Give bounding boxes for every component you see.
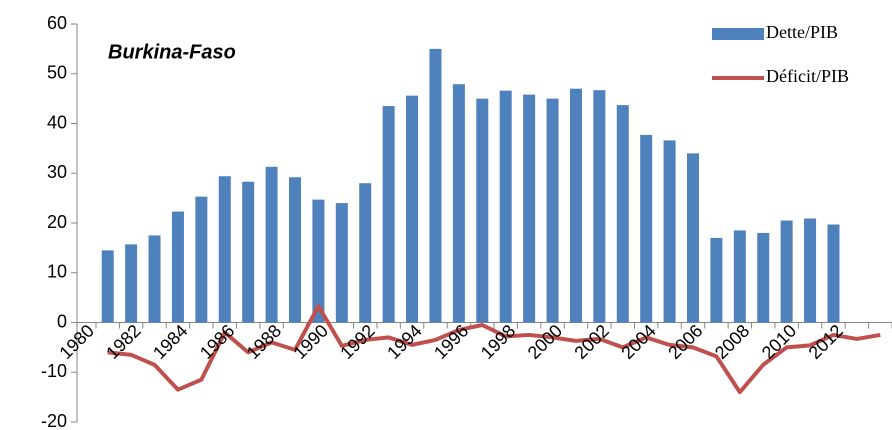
x-tick-label: 2000 — [524, 321, 566, 363]
x-tick-label: 1992 — [336, 321, 378, 363]
y-tick-label: -10 — [41, 361, 67, 381]
legend-label: Déficit/PIB — [766, 66, 849, 86]
x-tick-label: 1990 — [290, 321, 332, 363]
legend-swatch — [712, 28, 764, 40]
annotation: Burkina-Faso — [108, 41, 236, 63]
bar — [663, 140, 676, 323]
bar — [710, 237, 723, 323]
x-tick-label: 2010 — [758, 321, 800, 363]
y-tick-label: 30 — [47, 162, 67, 182]
bar — [593, 90, 606, 323]
bar — [406, 95, 419, 323]
x-tick-label: 2006 — [664, 321, 706, 363]
bar — [569, 88, 582, 323]
y-tick-label: 10 — [47, 262, 67, 282]
y-tick-label: -20 — [41, 411, 67, 430]
y-tick-label: 50 — [47, 63, 67, 83]
bar — [757, 232, 770, 323]
bar — [546, 98, 559, 323]
bar — [476, 98, 489, 323]
bar — [687, 153, 699, 323]
bar — [616, 105, 629, 323]
bar — [101, 250, 114, 323]
bar — [429, 48, 442, 323]
bar — [640, 134, 653, 323]
bar — [171, 211, 184, 323]
legend-label: Dette/PIB — [766, 22, 838, 42]
bar — [289, 177, 301, 323]
x-tick-label: 1988 — [243, 321, 285, 363]
bar — [499, 90, 512, 323]
bar — [780, 220, 793, 323]
bar — [335, 203, 348, 323]
y-tick-label: 0 — [57, 311, 67, 331]
y-tick-label: 60 — [47, 13, 67, 33]
bar — [382, 106, 395, 323]
bar — [148, 235, 161, 323]
bar — [312, 199, 325, 323]
bar — [265, 166, 278, 323]
y-tick-label: 40 — [47, 112, 67, 132]
bar — [195, 196, 208, 323]
line — [107, 304, 881, 395]
bar — [242, 181, 255, 323]
bar — [523, 94, 536, 323]
x-tick-label: 2012 — [805, 321, 847, 363]
y-tick-label: 20 — [47, 212, 67, 232]
bar — [804, 218, 817, 323]
bar — [827, 224, 840, 323]
bar — [218, 176, 231, 323]
bar — [359, 183, 372, 323]
x-tick-label: 1984 — [149, 321, 191, 363]
bar — [125, 244, 138, 323]
bar — [452, 84, 465, 323]
bar — [733, 230, 746, 323]
x-tick-label: 1986 — [196, 321, 238, 363]
